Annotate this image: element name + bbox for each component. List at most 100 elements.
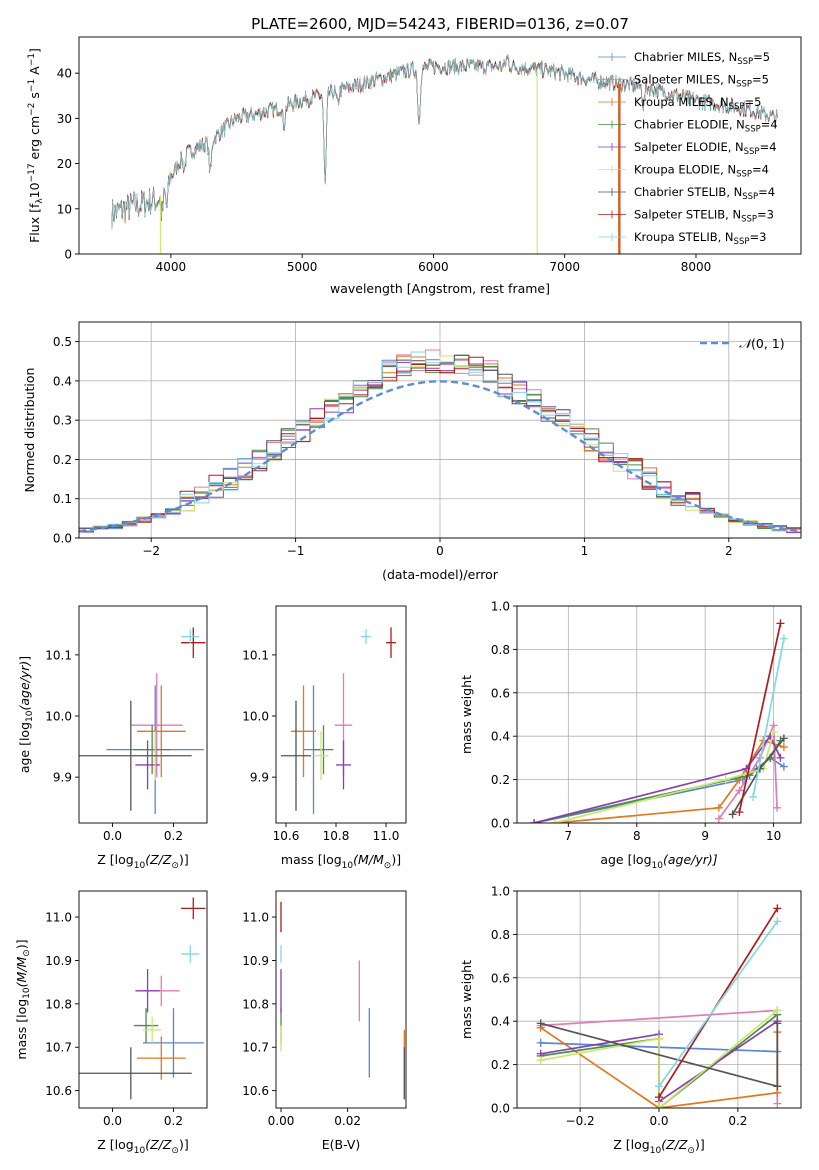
y-label-part: Flux [f (27, 203, 42, 243)
y-tick-label: 0.8 (491, 928, 510, 942)
x-label-part: Z [log (97, 852, 133, 867)
x-tick-label: 7 (565, 829, 573, 843)
y-tick-label: 11.0 (242, 911, 269, 925)
x-axis-label: mass [log10(M/M⊙)] (281, 852, 401, 871)
x-tick-label: 0.00 (268, 1114, 295, 1128)
weight-point (773, 1099, 782, 1108)
weight-line-salpeter-stelib (738, 623, 782, 813)
legend-text: Chabrier ELODIE, N (634, 118, 745, 132)
y-label-part: 10 (22, 987, 32, 999)
y-tick-label: 0.2 (491, 773, 510, 787)
x-label-part: (Z/Z (145, 1137, 172, 1152)
legend-label: Chabrier ELODIE, NSSP=4 (634, 118, 778, 135)
legend-sub: SSP (741, 215, 757, 225)
y-tick-label: 10 (57, 202, 72, 216)
y-label-part: ⊙ (22, 949, 32, 957)
y-tick-label: 0.0 (491, 1102, 510, 1116)
plot-area (536, 904, 782, 1108)
x-tick-label: 0.2 (164, 1114, 183, 1128)
y-label-part: ] (27, 48, 42, 53)
legend-label: Salpeter STELIB, NSSP=3 (634, 208, 774, 225)
x-tick-label: 8000 (681, 260, 712, 274)
panel-weight-vs-Z: −0.2 0.0 0.2 0.0 0.2 0.4 0.6 0.8 1.0 Z [log10(Z/Z… (459, 885, 802, 1156)
x-tick-label: 0.0 (103, 1114, 122, 1128)
y-label-part: A (27, 66, 42, 79)
weight-line-kroupa-stelib (752, 638, 785, 798)
legend-label: Kroupa STELIB, NSSP=3 (634, 230, 766, 247)
weight-point (714, 814, 723, 823)
legend-sub: SSP (729, 102, 745, 112)
x-tick-label: 0.0 (649, 1114, 668, 1128)
legend-label: Salpeter ELODIE, NSSP=4 (634, 140, 777, 157)
y-label-part: 10 (27, 182, 42, 198)
x-tick-label: 0.2 (164, 829, 183, 843)
weight-point (655, 1093, 663, 1102)
weight-line-salpeter-elodie (533, 734, 782, 823)
y-tick-label: 20 (57, 157, 72, 171)
x-axis-label: wavelength [Angstrom, rest frame] (330, 281, 550, 296)
weight-point (769, 727, 778, 736)
legend-val: =3 (757, 208, 774, 222)
y-label-part: ] (17, 656, 32, 661)
y-tick-label: 0.4 (53, 374, 72, 388)
y-label-part: (M/M (14, 957, 29, 988)
y-tick-label: 10.7 (45, 1041, 72, 1055)
y-axis-label: mass weight (459, 960, 474, 1039)
x-tick-label: 0.0 (103, 829, 122, 843)
spectrum-line-kroupa-stelib (111, 54, 778, 230)
y-label-part: −2 (27, 103, 37, 116)
y-tick-label: 0.2 (53, 453, 72, 467)
weight-point (776, 753, 785, 762)
x-label-sub: 10 (134, 1146, 146, 1156)
x-tick-label: 7000 (549, 260, 580, 274)
figure-title: PLATE=2600, MJD=54243, FIBERID=0136, z=0… (251, 15, 629, 33)
weight-line-chabrier-elodie (533, 740, 782, 823)
weight-line-kroupa-elodie (554, 731, 775, 823)
legend-label: Chabrier STELIB, NSSP=4 (634, 185, 775, 202)
y-axis-label: Flux [fλ10−17 erg cm−2 s−1 A−1] (27, 48, 45, 243)
x-tick-label: 2 (725, 544, 733, 558)
legend-sub: SSP (742, 192, 758, 202)
plot-area (111, 53, 778, 254)
x-tick-label: 0 (436, 544, 444, 558)
y-axis-label: mass weight (459, 675, 474, 754)
x-tick-label: 6000 (418, 260, 449, 274)
weight-point (779, 734, 788, 743)
panel-residuals: −2 −1 0 1 2 0.0 0.1 0.2 0.3 0.4 0.5 𝒩(0, 1) (data-mo… (22, 321, 802, 582)
y-tick-label: 10.6 (242, 1084, 269, 1098)
weight-point (655, 1104, 663, 1108)
legend-label: Chabrier MILES, NSSP=5 (634, 50, 770, 67)
legend-val: =5 (744, 95, 761, 109)
x-tick-label: 4000 (156, 260, 187, 274)
x-label-sub: 10 (342, 861, 354, 871)
x-label-sub: ⊙ (171, 1146, 179, 1156)
x-label-part: Z [log (97, 1137, 133, 1152)
plot-area (79, 627, 206, 814)
y-axis-label: Normed distribution (22, 368, 37, 493)
y-axis-label: age [log10(age/yr)] (17, 656, 35, 773)
legend-text: Kroupa STELIB, N (634, 230, 734, 244)
legend-val: =4 (760, 140, 777, 154)
x-label-part: )] (695, 1137, 705, 1152)
y-tick-label: 10.6 (45, 1084, 72, 1098)
y-tick-label: 10.7 (242, 1041, 269, 1055)
axes-frame (516, 605, 802, 824)
weight-point (714, 803, 723, 812)
legend-text: Salpeter MILES, N (634, 73, 736, 87)
weight-point (773, 1006, 782, 1015)
normal-curve (79, 380, 801, 533)
x-tick-label: 1 (581, 544, 589, 558)
y-tick-label: 0.4 (491, 730, 510, 744)
x-label-part: (age/yr)] (663, 852, 718, 867)
weight-point (773, 917, 782, 926)
legend-label: Kroupa ELODIE, NSSP=4 (634, 163, 769, 180)
panel-spectrum: 4000 5000 6000 7000 8000 0 10 20 30 40 wavelength … (27, 36, 802, 296)
panel-mass-vs-ebv: 0.00 0.02 10.6 10.7 10.8 10.9 11.0 E(B-V) (242, 890, 407, 1152)
legend-sub: SSP (736, 170, 752, 180)
panel-mass-vs-Z: 0.0 0.210.610.710.810.911.0Z [log10(Z/Z⊙)… (14, 890, 208, 1156)
y-tick-label: 10.8 (45, 997, 72, 1011)
y-tick-label: 0.0 (491, 817, 510, 831)
y-tick-label: 10.9 (45, 954, 72, 968)
x-label-part: )] (391, 852, 401, 867)
